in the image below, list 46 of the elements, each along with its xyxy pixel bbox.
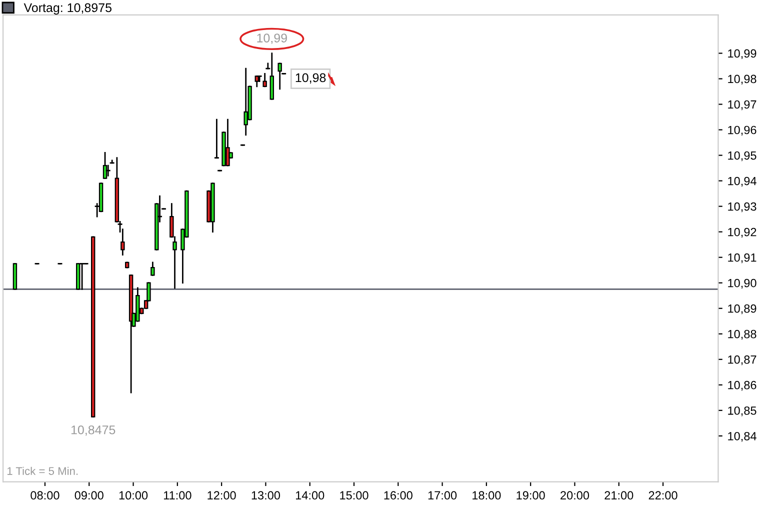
y-tick-label: 10,95 (728, 151, 756, 162)
y-tick-label: 10,86 (728, 380, 756, 391)
candlestick (106, 164, 110, 176)
candlestick (278, 62, 282, 90)
y-tick-label: 10,89 (728, 304, 756, 314)
annotation: 10,99 (257, 34, 287, 44)
x-tick-label: 12:00 (208, 491, 236, 500)
y-tick-label: 10,93 (728, 202, 756, 212)
x-tick-label: 19:00 (516, 491, 545, 500)
x-tick-label: 18:00 (472, 491, 501, 500)
x-tick-label: 11:00 (164, 491, 192, 500)
x-tick-label: 14:00 (296, 491, 324, 500)
legend-label: Vortag: 10,8975 (24, 3, 112, 15)
y-tick-label: 10,91 (728, 253, 756, 264)
candlestick (150, 262, 155, 276)
x-tick-label: 22:00 (648, 491, 678, 500)
x-tick-label: 21:00 (604, 491, 634, 500)
candlestick (102, 152, 108, 179)
x-tick-label: 15:00 (340, 491, 368, 500)
y-tick-label: 10,96 (728, 126, 756, 136)
y-tick-label: 10,87 (728, 355, 756, 366)
x-tick-label: 08:00 (30, 491, 60, 500)
annotation: 10,98 (296, 73, 326, 84)
candlestick (244, 68, 248, 136)
y-tick-label: 10,97 (728, 100, 756, 110)
x-tick-label: 13:00 (252, 491, 280, 500)
candlestick (254, 76, 259, 88)
candlestick (270, 52, 274, 100)
x-tick-label: 20:00 (560, 491, 590, 500)
y-tick-label: 10,90 (728, 278, 756, 289)
candlestick (226, 118, 230, 166)
y-tick-label: 10,84 (728, 432, 756, 442)
x-tick-label: 10:00 (119, 491, 148, 500)
y-tick-label: 10,85 (728, 406, 756, 416)
y-tick-label: 10,98 (728, 74, 756, 85)
y-tick-label: 10,88 (728, 330, 756, 340)
x-tick-label: 09:00 (74, 491, 104, 500)
y-tick-label: 10,94 (728, 176, 756, 187)
x-tick-label: 17:00 (428, 491, 457, 500)
annotation: 1 Tick = 5 Min. (7, 466, 78, 475)
x-tick-label: 16:00 (384, 491, 412, 500)
candlestick (80, 263, 84, 290)
annotation: 10,8475 (71, 425, 116, 436)
candlestick (262, 72, 267, 88)
y-tick-label: 10,92 (728, 228, 756, 238)
y-tick-label: 10,99 (728, 49, 756, 60)
